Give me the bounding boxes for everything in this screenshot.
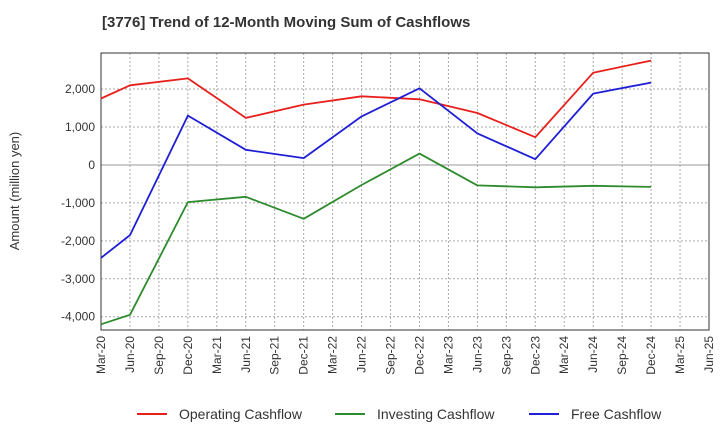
x-tick-label: Jun-24 [586, 336, 600, 373]
x-tick-label: Dec-22 [412, 336, 426, 375]
x-tick-label: Dec-20 [181, 336, 195, 375]
grid-layer [101, 53, 709, 330]
y-tick-labels: 2,000 1,000 0 -1,000 -2,000 -3,000 -4,000 [61, 82, 95, 324]
y-tick-label: -4,000 [61, 310, 95, 324]
x-tick-label: Mar-21 [210, 336, 224, 374]
y-tick-label: -3,000 [61, 272, 95, 286]
x-tick-label: Sep-21 [268, 336, 282, 375]
x-tick-label: Dec-21 [297, 336, 311, 375]
investing-cashflow-line [100, 152, 652, 326]
y-axis-label: Amount (million yen) [7, 132, 22, 251]
x-tick-labels: Mar-20 Jun-20 Sep-20 Dec-20 Mar-21 Jun-21 Sep-… [94, 336, 716, 375]
x-tick-label: Mar-23 [441, 336, 455, 374]
x-tick-label: Jun-25 [702, 336, 716, 373]
x-tick-label: Mar-24 [557, 336, 571, 374]
x-tick-label: Jun-21 [239, 336, 253, 373]
x-tick-label: Sep-20 [152, 336, 166, 375]
operating-cashflow-line [100, 59, 652, 139]
y-tick-label: 1,000 [65, 120, 95, 134]
x-tick-label: Jun-23 [470, 336, 484, 373]
x-tick-label: Sep-22 [384, 336, 398, 375]
x-tick-label: Dec-24 [644, 336, 658, 375]
y-tick-label: 2,000 [65, 82, 95, 96]
x-tick-label: Sep-24 [615, 336, 629, 375]
x-tick-label: Mar-22 [326, 336, 340, 374]
y-tick-label: -2,000 [61, 234, 95, 248]
x-tick-label: Jun-22 [355, 336, 369, 373]
x-tick-label: Mar-25 [673, 336, 687, 374]
y-tick-label: 0 [88, 158, 95, 172]
x-tick-label: Jun-20 [123, 336, 137, 373]
plot-frame [100, 52, 710, 331]
x-tick-label: Sep-23 [499, 336, 513, 375]
x-tick-label: Dec-23 [528, 336, 542, 375]
y-tick-label: -1,000 [61, 196, 95, 210]
x-tick-label: Mar-20 [94, 336, 108, 374]
free-cashflow-legend-label: Free Cashflow [571, 406, 662, 422]
legend: Operating Cashflow Investing Cashflow Free… [137, 406, 662, 422]
plot-border [100, 52, 710, 331]
series-layer [100, 59, 652, 326]
chart-title: [3776] Trend of 12-Month Moving Sum of C… [102, 14, 471, 31]
operating-cashflow-legend-label: Operating Cashflow [179, 406, 303, 422]
free-cashflow-line [100, 81, 652, 259]
investing-cashflow-legend-label: Investing Cashflow [377, 406, 495, 422]
